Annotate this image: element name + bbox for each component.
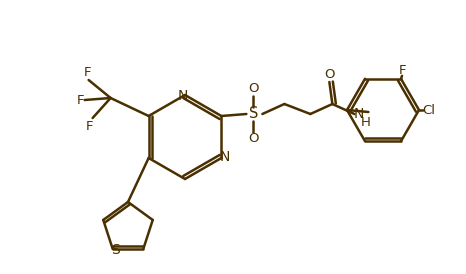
Text: O: O <box>324 68 335 81</box>
Text: F: F <box>86 119 93 133</box>
Text: N: N <box>353 107 363 121</box>
Text: N: N <box>178 89 188 103</box>
Text: F: F <box>77 93 84 107</box>
Text: N: N <box>219 150 230 164</box>
Text: S: S <box>249 107 258 121</box>
Text: Cl: Cl <box>423 104 436 118</box>
Text: F: F <box>84 67 91 79</box>
Text: O: O <box>248 133 259 145</box>
Text: O: O <box>248 82 259 96</box>
Text: H: H <box>360 116 370 129</box>
Text: F: F <box>399 64 407 77</box>
Text: S: S <box>111 243 120 257</box>
